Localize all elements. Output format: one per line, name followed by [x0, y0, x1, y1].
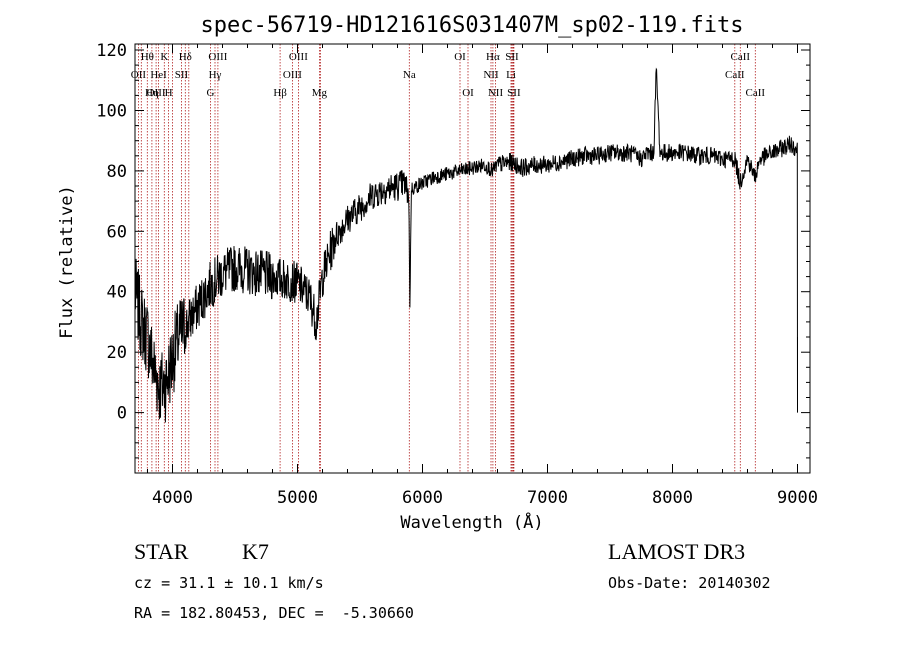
object-class: STAR — [134, 539, 189, 564]
spectral-line-label: OIII — [208, 51, 227, 63]
spectral-line-label: OI — [462, 87, 474, 99]
x-axis-ticks: 4000 5000 6000 7000 8000 9000 — [147, 44, 818, 508]
spectral-line-label: K — [160, 51, 168, 63]
spectral-line-label: G — [207, 87, 215, 99]
x-tick-label: 6000 — [402, 488, 443, 508]
y-axis-ticks: 0 20 40 60 80 100 120 — [96, 41, 810, 459]
y-tick-label: 20 — [107, 343, 127, 363]
spectral-line-label: Li — [506, 69, 516, 81]
x-tick-label: 9000 — [777, 488, 818, 508]
y-tick-label: 0 — [117, 404, 127, 424]
spectral-line-label: Hβ — [273, 87, 287, 99]
x-tick-label: 5000 — [277, 488, 318, 508]
coordinates-info: RA = 182.80453, DEC = -5.30660 — [134, 604, 414, 622]
spectral-line-label: Hγ — [209, 69, 222, 81]
spectral-line-label: NII — [488, 87, 504, 99]
spectral-line-label: Hθ — [141, 51, 154, 63]
y-tick-label: 80 — [107, 162, 127, 182]
y-axis-label: Flux (relative) — [57, 185, 77, 339]
spectrum-series-line — [134, 67, 798, 423]
spectral-line-label: CaII — [725, 69, 745, 81]
chart-title: spec-56719-HD121616S031407M_sp02-119.fit… — [200, 13, 743, 38]
spectral-line-label: OI — [454, 51, 466, 63]
y-tick-label: 120 — [96, 41, 127, 61]
spectral-line-label: OII — [131, 69, 147, 81]
x-tick-label: 4000 — [152, 488, 193, 508]
y-tick-label: 60 — [107, 222, 127, 242]
y-tick-label: 40 — [107, 283, 127, 303]
spectral-line-label: SII — [507, 87, 521, 99]
spectral-line-label: CaII — [746, 87, 766, 99]
redshift-info: cz = 31.1 ± 10.1 km/s — [134, 574, 324, 592]
object-subclass: K7 — [242, 539, 269, 564]
plot-frame — [134, 43, 811, 474]
x-tick-label: 7000 — [527, 488, 568, 508]
spectral-line-label: OIII — [289, 51, 308, 63]
spectral-line-label: Hα — [486, 51, 500, 63]
spectral-line-label: Hδ — [179, 51, 192, 63]
spectral-line-label: Hη — [145, 87, 159, 99]
x-tick-label: 8000 — [652, 488, 693, 508]
spectral-line-label: OIII — [147, 87, 166, 99]
spectral-line-label: Na — [403, 69, 416, 81]
spectral-line-label: OIII — [283, 69, 302, 81]
spectral-line-markers — [137, 44, 756, 473]
spectral-line-label: CaII — [731, 51, 751, 63]
x-axis-label: Wavelength (Å) — [400, 511, 543, 533]
spectral-line-label: SII — [175, 69, 189, 81]
spectral-line-label: HeI — [150, 69, 167, 81]
spectral-line-label: NII — [483, 69, 499, 81]
survey-name: LAMOST DR3 — [608, 539, 746, 564]
spectral-line-label: SII — [505, 51, 519, 63]
observation-date: Obs-Date: 20140302 — [608, 574, 771, 592]
y-tick-label: 100 — [96, 102, 127, 122]
spectral-line-label: Mg — [312, 87, 328, 99]
spectral-line-label: H — [165, 87, 173, 99]
